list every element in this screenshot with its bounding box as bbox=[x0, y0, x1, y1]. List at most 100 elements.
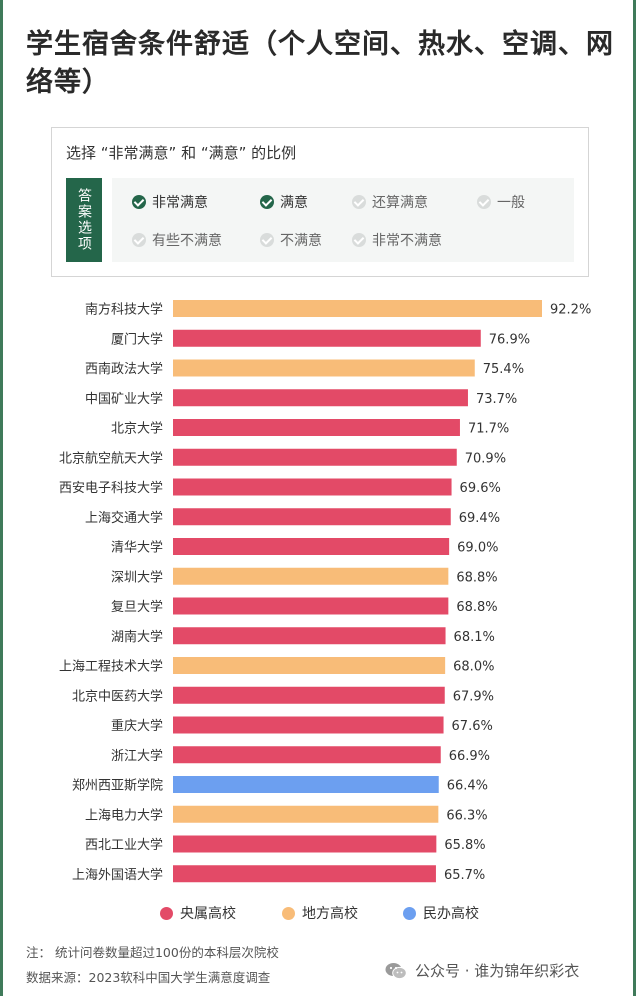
option-7[interactable]: 非常不满意 bbox=[352, 230, 442, 250]
category-label: 中国矿业大学 bbox=[85, 391, 163, 407]
value-label: 73.7% bbox=[476, 392, 517, 407]
unchecked-icon bbox=[352, 195, 366, 209]
value-label: 70.9% bbox=[465, 451, 506, 466]
bar-chart: 南方科技大学 92.2% 厦门大学 76.9% 西南政法大学 75.4% 中国矿业大学 73.… bbox=[0, 290, 640, 890]
bar bbox=[173, 746, 441, 764]
category-label: 南方科技大学 bbox=[85, 302, 163, 318]
brand-text: 公众号 · 谁为锦年织彩衣 bbox=[415, 962, 580, 980]
answer-options-box: 选择 “非常满意” 和 “满意” 的比例 答案选项 非常满意 满意 还算满意 一般 有些… bbox=[51, 127, 589, 277]
option-1[interactable]: 非常满意 bbox=[132, 192, 208, 212]
option-3[interactable]: 还算满意 bbox=[352, 192, 428, 212]
wechat-icon bbox=[385, 962, 407, 979]
page-title: 学生宿舍条件舒适（个人空间、热水、空调、网络等） bbox=[26, 29, 614, 98]
legend-item-local: 地方高校 bbox=[282, 903, 358, 923]
value-label: 66.9% bbox=[449, 749, 490, 764]
value-label: 71.7% bbox=[468, 422, 509, 437]
footnote-sample: 注： 统计问卷数量超过100份的本科层次院校 bbox=[26, 945, 279, 960]
value-label: 68.8% bbox=[456, 600, 497, 615]
bar bbox=[173, 627, 446, 645]
option-label: 不满意 bbox=[280, 233, 322, 249]
options-panel: 非常满意 满意 还算满意 一般有些不满意 不满意 非常不满意 bbox=[112, 178, 574, 262]
bar bbox=[173, 389, 468, 407]
category-label: 厦门大学 bbox=[111, 331, 163, 347]
bar-chart-svg: 南方科技大学 92.2% 厦门大学 76.9% 西南政法大学 75.4% 中国矿业大学 73.… bbox=[59, 300, 591, 883]
bar bbox=[173, 776, 439, 793]
category-label: 西安电子科技大学 bbox=[59, 480, 163, 496]
bar bbox=[173, 805, 439, 823]
category-label: 上海交通大学 bbox=[85, 510, 163, 526]
category-label: 郑州西亚斯学院 bbox=[72, 778, 163, 794]
bar bbox=[173, 448, 457, 466]
option-label: 非常不满意 bbox=[372, 233, 442, 249]
legend-label-central: 央属高校 bbox=[180, 906, 236, 922]
legend-item-private: 民办高校 bbox=[403, 903, 479, 923]
legend-label-private: 民办高校 bbox=[423, 906, 479, 922]
bar bbox=[173, 538, 450, 555]
legend-dot-central bbox=[160, 906, 173, 920]
value-label: 92.2% bbox=[550, 303, 591, 318]
bar bbox=[173, 419, 460, 436]
options-tag: 答案选项 bbox=[66, 178, 102, 262]
value-label: 68.0% bbox=[453, 660, 494, 675]
bar bbox=[173, 567, 449, 585]
value-label: 68.8% bbox=[456, 570, 497, 585]
value-label: 76.9% bbox=[489, 332, 530, 347]
category-label: 西南政法大学 bbox=[85, 361, 163, 377]
category-label: 复旦大学 bbox=[111, 599, 163, 615]
bar bbox=[173, 657, 446, 674]
bar bbox=[173, 716, 444, 734]
category-label: 西北工业大学 bbox=[85, 837, 163, 853]
legend-dot-private bbox=[403, 906, 416, 920]
unchecked-icon bbox=[132, 233, 146, 247]
category-label: 深圳大学 bbox=[111, 569, 163, 585]
bar bbox=[173, 478, 452, 496]
legend-dot-local bbox=[282, 906, 295, 920]
option-label: 非常满意 bbox=[152, 195, 208, 211]
value-label: 68.1% bbox=[454, 630, 495, 645]
option-5[interactable]: 有些不满意 bbox=[132, 230, 222, 250]
category-label: 浙江大学 bbox=[111, 748, 163, 764]
bar bbox=[173, 597, 449, 615]
category-label: 湖南大学 bbox=[111, 629, 163, 645]
category-label: 上海工程技术大学 bbox=[59, 659, 163, 675]
checked-icon bbox=[132, 195, 146, 209]
legend-label-local: 地方高校 bbox=[302, 906, 358, 922]
option-2[interactable]: 满意 bbox=[260, 192, 308, 212]
option-label: 有些不满意 bbox=[152, 233, 222, 249]
value-label: 65.8% bbox=[444, 838, 485, 853]
bar bbox=[173, 329, 481, 347]
value-label: 67.6% bbox=[452, 719, 493, 734]
unchecked-icon bbox=[260, 233, 274, 247]
bar bbox=[173, 300, 542, 317]
value-label: 66.4% bbox=[447, 779, 488, 794]
unchecked-icon bbox=[477, 195, 491, 209]
bar bbox=[173, 686, 445, 704]
value-label: 66.3% bbox=[446, 808, 487, 823]
value-label: 65.7% bbox=[444, 868, 485, 883]
option-4[interactable]: 一般 bbox=[477, 192, 525, 212]
bar bbox=[173, 865, 436, 883]
footnote-source: 数据来源：2023软科中国大学生满意度调查 bbox=[26, 970, 271, 985]
value-label: 67.9% bbox=[453, 689, 494, 704]
bar bbox=[173, 508, 451, 526]
value-label: 69.0% bbox=[457, 541, 498, 556]
option-label: 还算满意 bbox=[372, 195, 428, 211]
option-6[interactable]: 不满意 bbox=[260, 230, 322, 250]
category-label: 重庆大学 bbox=[111, 718, 163, 734]
brand-footer: 公众号 · 谁为锦年织彩衣 bbox=[385, 960, 579, 981]
legend-item-central: 央属高校 bbox=[160, 903, 236, 923]
unchecked-icon bbox=[352, 233, 366, 247]
bar bbox=[173, 359, 475, 377]
category-label: 上海电力大学 bbox=[85, 807, 163, 823]
category-label: 上海外国语大学 bbox=[72, 867, 163, 883]
value-label: 69.6% bbox=[460, 481, 501, 496]
category-label: 清华大学 bbox=[111, 540, 163, 556]
option-label: 一般 bbox=[497, 195, 525, 211]
option-label: 满意 bbox=[280, 195, 308, 211]
category-label: 北京大学 bbox=[111, 421, 163, 437]
bar bbox=[173, 835, 437, 853]
category-label: 北京中医药大学 bbox=[72, 688, 163, 704]
category-label: 北京航空航天大学 bbox=[59, 450, 163, 466]
value-label: 75.4% bbox=[483, 362, 524, 377]
